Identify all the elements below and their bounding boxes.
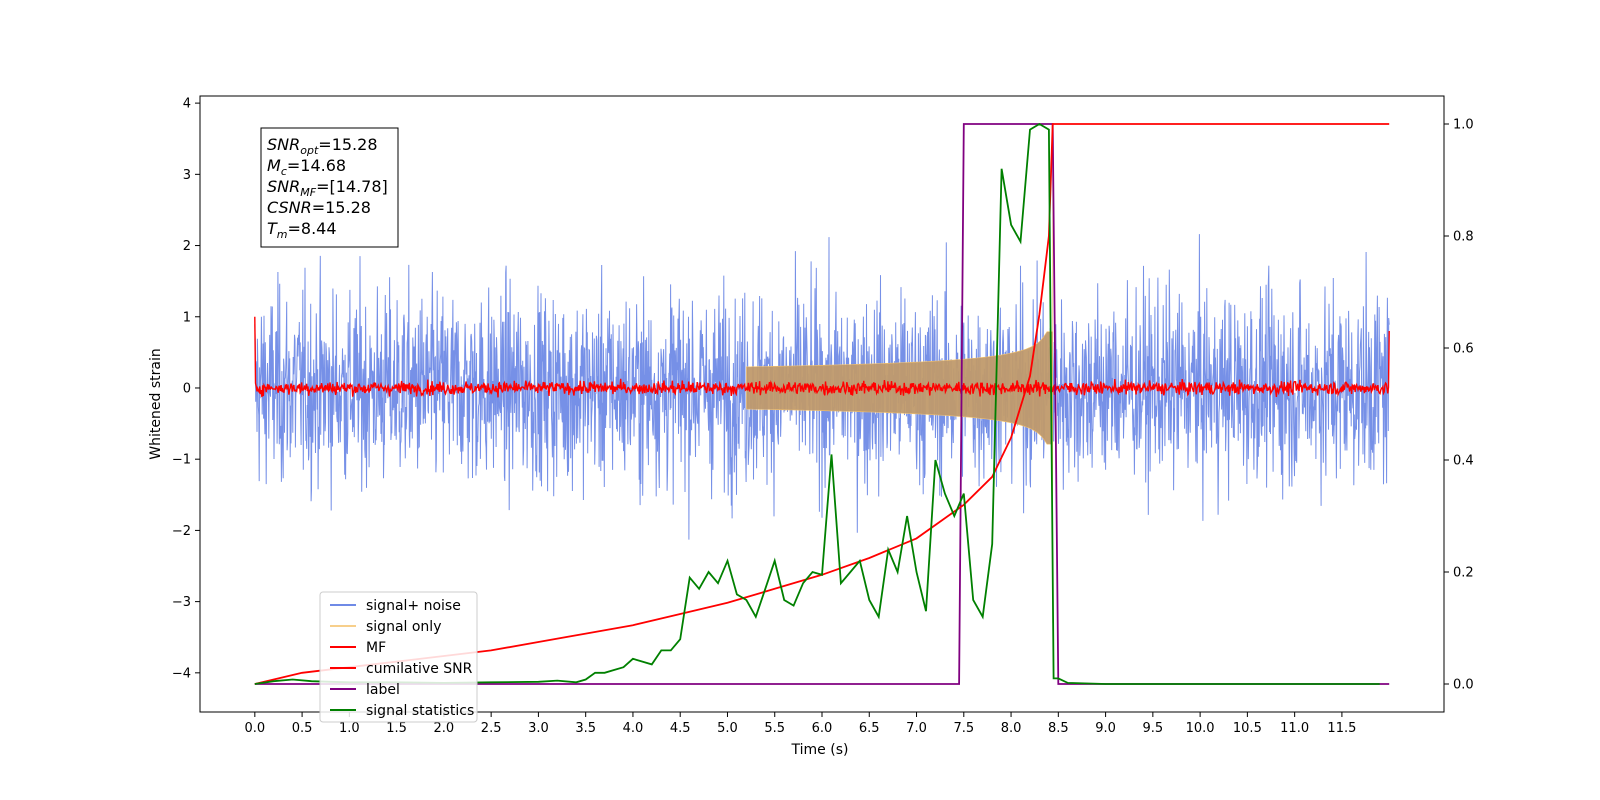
y2-tick-label: 0.0 <box>1453 678 1474 693</box>
x-tick-label: 6.0 <box>812 721 833 736</box>
annotation-line: CSNR=15.28 <box>267 198 371 217</box>
x-tick-label: 5.5 <box>764 721 785 736</box>
mf-line <box>254 316 1390 398</box>
x-tick-label: 1.0 <box>339 721 360 736</box>
y2-tick-label: 0.4 <box>1453 454 1474 469</box>
x-tick-label: 11.0 <box>1280 721 1309 736</box>
x-axis-label: Time (s) <box>791 742 849 758</box>
legend-label: signal+ noise <box>366 598 461 614</box>
legend-label: signal only <box>366 619 441 635</box>
y-axis-left: 4 3 2 1 0 −1 −2 −3 −4 <box>172 97 200 681</box>
x-tick-label: 7.0 <box>906 721 927 736</box>
x-tick-label: 8.0 <box>1001 721 1022 736</box>
legend-label: cumilative SNR <box>366 661 473 677</box>
y-tick-label: 1 <box>183 310 191 325</box>
x-tick-label: 3.0 <box>528 721 549 736</box>
x-axis: 0.0 0.5 1.0 1.5 2.0 2.5 3.0 3.5 4.0 4.5 5.0 5.5 6.0 6… <box>244 712 1356 736</box>
y-tick-label: 3 <box>183 168 191 183</box>
x-tick-label: 0.5 <box>292 721 313 736</box>
x-tick-label: 2.5 <box>481 721 502 736</box>
signal-noise-series <box>254 234 1390 540</box>
y2-tick-label: 1.0 <box>1453 118 1474 133</box>
x-tick-label: 5.0 <box>717 721 738 736</box>
x-tick-label: 11.5 <box>1327 721 1356 736</box>
signal-statistics-line <box>254 122 1380 685</box>
y2-tick-label: 0.2 <box>1453 566 1474 581</box>
x-tick-label: 10.5 <box>1233 721 1262 736</box>
x-tick-label: 3.5 <box>575 721 596 736</box>
x-tick-label: 4.5 <box>670 721 691 736</box>
x-tick-label: 4.0 <box>623 721 644 736</box>
annotation-line: SNRopt=15.28 <box>267 135 378 157</box>
legend-label: MF <box>366 640 386 656</box>
y-tick-label: −3 <box>172 595 191 610</box>
x-tick-label: 0.0 <box>244 721 265 736</box>
y2-tick-label: 0.8 <box>1453 230 1474 245</box>
annotation-line: Tm=8.44 <box>267 219 337 241</box>
y-axis-label: Whitened strain <box>148 348 164 459</box>
x-tick-label: 8.5 <box>1048 721 1069 736</box>
annotation-line: Mc=14.68 <box>267 156 346 178</box>
y2-tick-label: 0.6 <box>1453 342 1474 357</box>
x-tick-label: 10.0 <box>1186 721 1215 736</box>
y-axis-right: 1.0 0.8 0.6 0.4 0.2 0.0 <box>1444 118 1474 693</box>
annotation-line: SNRMF=[14.78] <box>267 177 388 199</box>
x-tick-label: 6.5 <box>859 721 880 736</box>
x-tick-label: 2.0 <box>434 721 455 736</box>
y-tick-label: −1 <box>172 453 191 468</box>
legend-label: signal statistics <box>366 703 474 719</box>
y-tick-label: −4 <box>172 666 191 681</box>
x-tick-label: 1.5 <box>386 721 407 736</box>
legend: signal+ noise signal only MF cumilative SNR… <box>319 591 478 723</box>
y-tick-label: 2 <box>183 239 191 254</box>
signal-noise-line <box>254 234 1390 540</box>
x-tick-label: 7.5 <box>953 721 974 736</box>
annotation-box: SNRopt=15.28Mc=14.68SNRMF=[14.78]CSNR=15… <box>260 127 399 248</box>
mf-series <box>254 316 1390 398</box>
x-tick-label: 9.0 <box>1095 721 1116 736</box>
x-tick-label: 9.5 <box>1143 721 1164 736</box>
y-tick-label: 0 <box>183 381 191 396</box>
y-tick-label: −2 <box>172 524 191 539</box>
y-tick-label: 4 <box>183 97 191 112</box>
legend-label: label <box>366 682 400 698</box>
